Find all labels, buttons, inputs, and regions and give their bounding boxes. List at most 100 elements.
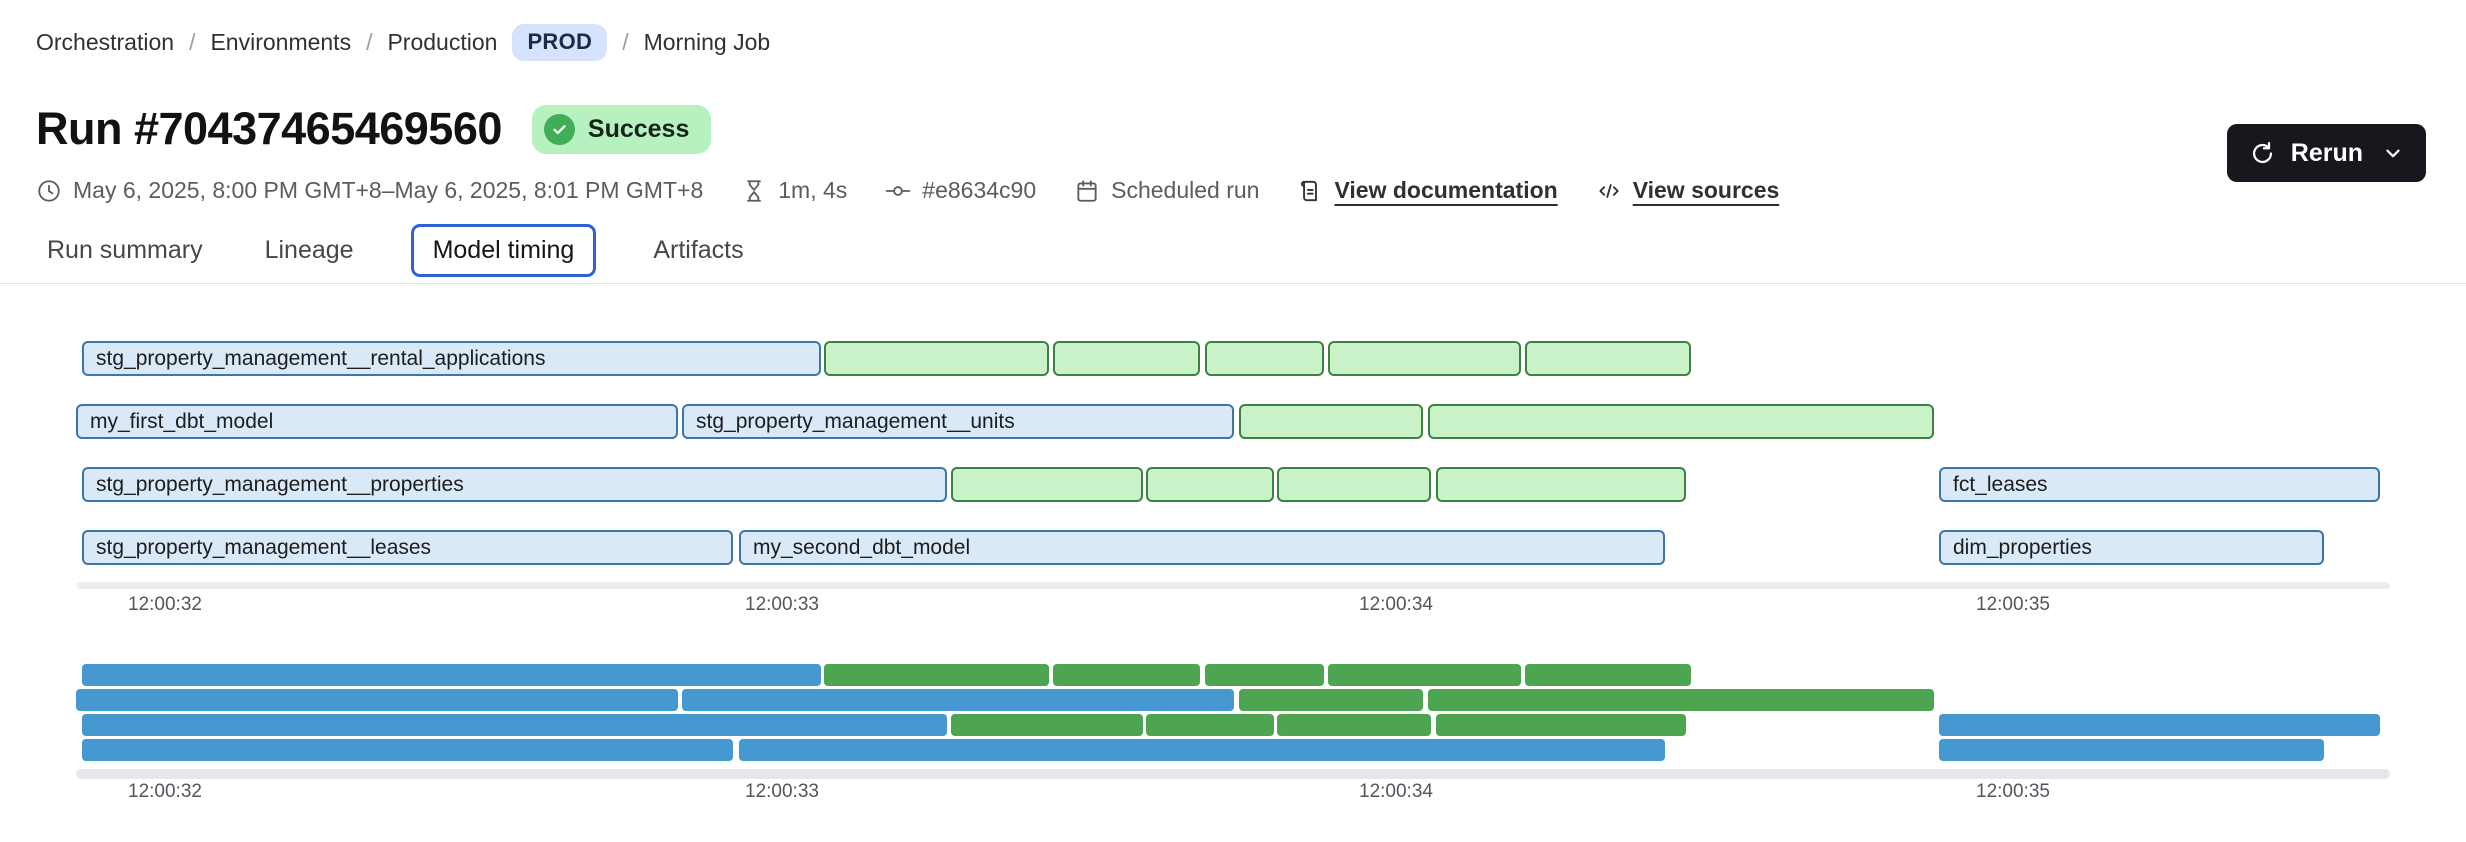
run-time-range-text: May 6, 2025, 8:00 PM GMT+8–May 6, 2025, … — [73, 177, 704, 203]
commit-sha: #e8634c90 — [885, 177, 1036, 204]
breadcrumb-item-production[interactable]: Production — [387, 29, 498, 55]
view-sources-link-text: View sources — [1632, 177, 1780, 203]
trigger-type: Scheduled run — [1074, 177, 1259, 204]
gantt-bar[interactable] — [1525, 341, 1691, 376]
gantt-bar-label: fct_leases — [1953, 472, 2048, 496]
gantt-bar-label: my_first_dbt_model — [90, 409, 274, 433]
minimap-bar — [82, 664, 821, 686]
gantt-bar-dim-properties[interactable]: dim_properties — [1939, 530, 2324, 565]
minimap-bar — [951, 714, 1143, 736]
gantt-bar[interactable] — [1205, 341, 1324, 376]
axis-tick-label: 12:00:33 — [745, 594, 819, 615]
axis-tick-label: 12:00:35 — [1976, 594, 2050, 615]
tab-model-timing[interactable]: Model timing — [410, 224, 597, 277]
minimap-bar — [1939, 739, 2324, 761]
view-documentation-link-text: View documentation — [1334, 177, 1558, 203]
clock-icon — [36, 178, 62, 204]
minimap-bar — [76, 689, 678, 711]
tab-run-summary[interactable]: Run summary — [42, 224, 208, 277]
rerun-button-label: Rerun — [2290, 138, 2363, 167]
status-badge: Success — [531, 104, 712, 154]
page-title: Run #70437465469560 — [36, 103, 502, 154]
minimap-bar — [1205, 664, 1324, 686]
gantt-bar-label: stg_property_management__units — [696, 409, 1015, 433]
tab-divider — [0, 283, 2466, 284]
gantt-bar-label: my_second_dbt_model — [753, 535, 971, 559]
gantt-bar[interactable] — [1436, 467, 1686, 502]
gantt-bar[interactable] — [1146, 467, 1274, 502]
gantt-bar-stg-property-management-properties[interactable]: stg_property_management__properties — [82, 467, 947, 502]
minimap-bar — [1525, 664, 1691, 686]
commit-icon — [885, 178, 911, 204]
gantt-chart: stg_property_management__rental_applicat… — [76, 284, 2390, 624]
axis-tick-label: 12:00:34 — [1359, 781, 1433, 802]
tab-artifacts[interactable]: Artifacts — [648, 224, 748, 277]
model-timing-panel: stg_property_management__rental_applicat… — [76, 284, 2390, 812]
refresh-icon — [2249, 140, 2276, 167]
minimap-bar — [682, 689, 1234, 711]
breadcrumb-separator: / — [622, 29, 629, 55]
axis-tick-label: 12:00:32 — [128, 781, 202, 802]
gantt-bar-fct-leases[interactable]: fct_leases — [1939, 467, 2380, 502]
minimap-bar — [1239, 689, 1423, 711]
rerun-button[interactable]: Rerun — [2226, 124, 2426, 182]
commit-sha-text: #e8634c90 — [922, 177, 1037, 203]
gantt-bar[interactable] — [1277, 467, 1431, 502]
view-documentation-link[interactable]: View documentation — [1297, 177, 1558, 204]
minimap-bar — [1436, 714, 1686, 736]
hourglass-icon — [741, 178, 767, 204]
code-icon — [1596, 178, 1622, 204]
gantt-bar-stg-property-management-units[interactable]: stg_property_management__units — [682, 404, 1234, 439]
gantt-bar[interactable] — [951, 467, 1143, 502]
axis-tick-label: 12:00:34 — [1359, 594, 1433, 615]
run-duration-text: 1m, 4s — [778, 177, 848, 203]
minimap-bar — [824, 664, 1049, 686]
minimap-bar — [739, 739, 1665, 761]
gantt-bar-label: stg_property_management__properties — [96, 472, 464, 496]
tab-bar: Run summary Lineage Model timing Artifacts — [36, 224, 2430, 277]
axis-tick-label: 12:00:32 — [128, 594, 202, 615]
axis-tick-label: 12:00:33 — [745, 781, 819, 802]
tab-lineage[interactable]: Lineage — [260, 224, 359, 277]
gantt-bar-stg-property-management-rental-applications[interactable]: stg_property_management__rental_applicat… — [82, 341, 821, 376]
gantt-bar[interactable] — [1428, 404, 1934, 439]
run-metadata: May 6, 2025, 8:00 PM GMT+8–May 6, 2025, … — [36, 177, 2430, 204]
gantt-bar-label: stg_property_management__rental_applicat… — [96, 346, 546, 370]
gantt-bar[interactable] — [1328, 341, 1521, 376]
check-icon — [543, 113, 575, 145]
minimap-bar — [1146, 714, 1274, 736]
minimap-bar — [1939, 714, 2380, 736]
gantt-bar[interactable] — [824, 341, 1049, 376]
gantt-bar-stg-property-management-leases[interactable]: stg_property_management__leases — [82, 530, 733, 565]
breadcrumb-item-environments[interactable]: Environments — [210, 29, 352, 55]
trigger-type-text: Scheduled run — [1111, 177, 1260, 203]
gantt-bar-my-first-dbt-model[interactable]: my_first_dbt_model — [76, 404, 678, 439]
run-duration: 1m, 4s — [741, 177, 847, 204]
gantt-bar-label: dim_properties — [1953, 535, 2092, 559]
chevron-down-icon — [2378, 142, 2404, 164]
axis-tick-label: 12:00:35 — [1976, 781, 2050, 802]
minimap-brush-track[interactable] — [76, 769, 2390, 779]
gantt-bar[interactable] — [1239, 404, 1423, 439]
breadcrumb-separator: / — [189, 29, 196, 55]
run-time-range: May 6, 2025, 8:00 PM GMT+8–May 6, 2025, … — [36, 177, 703, 204]
breadcrumb: Orchestration / Environments / Production PRO… — [36, 24, 2430, 61]
breadcrumb-item-morning-job[interactable]: Morning Job — [643, 29, 771, 55]
view-sources-link[interactable]: View sources — [1596, 177, 1780, 204]
environment-badge: PROD — [512, 24, 608, 61]
gantt-bar-my-second-dbt-model[interactable]: my_second_dbt_model — [739, 530, 1665, 565]
minimap-bar — [1428, 689, 1934, 711]
document-icon — [1297, 178, 1323, 204]
horizontal-scrollbar[interactable] — [76, 582, 2390, 589]
minimap-bar — [1277, 714, 1431, 736]
calendar-icon — [1074, 178, 1100, 204]
minimap-bar — [1328, 664, 1521, 686]
gantt-bar[interactable] — [1053, 341, 1200, 376]
minimap-bar — [1053, 664, 1200, 686]
minimap-bar — [82, 714, 947, 736]
breadcrumb-separator: / — [366, 29, 373, 55]
gantt-bar-label: stg_property_management__leases — [96, 535, 432, 559]
title-row: Run #70437465469560 Success — [36, 101, 2430, 157]
breadcrumb-item-orchestration[interactable]: Orchestration — [36, 29, 175, 55]
